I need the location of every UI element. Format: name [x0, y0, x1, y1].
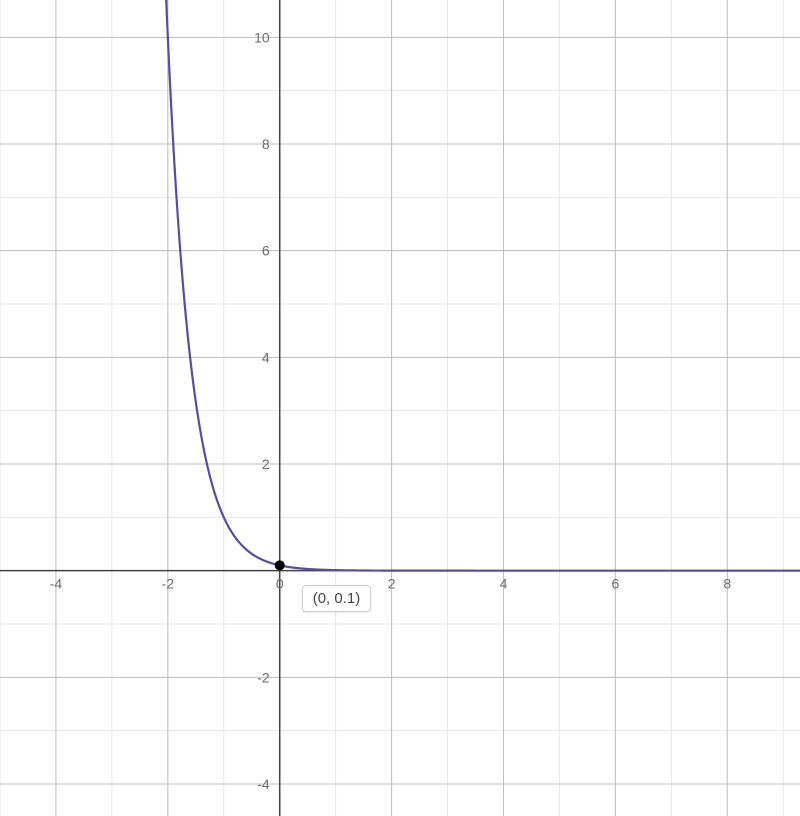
x-tick-label: -4 — [50, 576, 63, 592]
y-tick-label: 8 — [262, 136, 270, 152]
y-tick-label: 6 — [262, 243, 270, 259]
x-tick-label: -2 — [162, 576, 175, 592]
y-tick-label: 10 — [254, 29, 270, 45]
graph-canvas[interactable]: -4 -2 0 2 4 6 8 -4 -2 2 4 6 8 10 (0, 0.1) — [0, 0, 800, 816]
point-tooltip: (0, 0.1) — [302, 585, 372, 612]
x-tick-label: 0 — [276, 576, 284, 592]
x-tick-label: 4 — [500, 576, 508, 592]
x-tick-label: 8 — [723, 576, 731, 592]
y-tick-label: 2 — [262, 456, 270, 472]
y-tick-label: 4 — [262, 349, 270, 365]
y-tick-label: -4 — [257, 776, 270, 792]
y-tick-label: -2 — [257, 669, 270, 685]
x-tick-label: 2 — [388, 576, 396, 592]
chart-svg: -4 -2 0 2 4 6 8 -4 -2 2 4 6 8 10 — [0, 0, 800, 816]
x-tick-label: 6 — [611, 576, 619, 592]
highlight-point — [275, 560, 285, 570]
tooltip-text: (0, 0.1) — [313, 590, 361, 607]
